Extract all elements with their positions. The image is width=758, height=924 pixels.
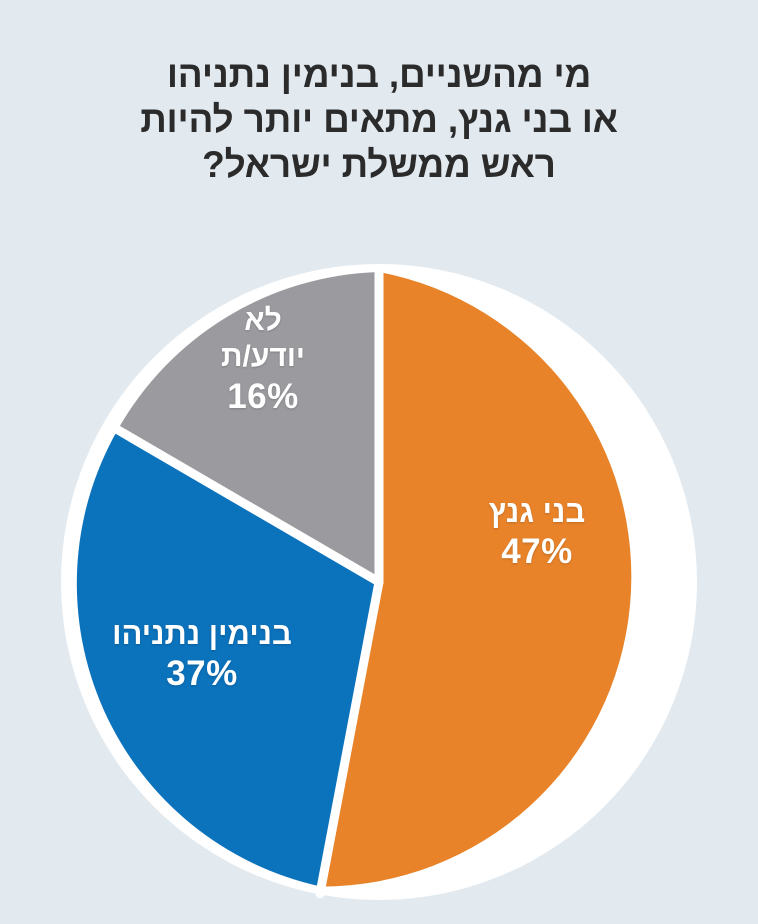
chart-title-line-2: או בני גנץ, מתאים יותר להיות xyxy=(140,99,618,140)
chart-title-line-1: מי מהשניים, בנימין נתניהו xyxy=(166,54,592,95)
pie-slice-netanyahu[interactable] xyxy=(76,430,380,887)
pie-separator-bottom xyxy=(315,577,384,899)
pie-chart: בני גנץ 47% בנימין נתניהו 37% לא יודע/ת … xyxy=(0,250,758,924)
pie-slice-ganz[interactable] xyxy=(321,272,632,887)
pie-chart-svg xyxy=(61,264,697,900)
pie-separators xyxy=(106,265,384,899)
pie-separator-left xyxy=(106,421,384,587)
chart-title-line-3: ראש ממשלת ישראל? xyxy=(202,144,556,185)
pie-slice-dontknow[interactable] xyxy=(117,272,379,582)
chart-title: מי מהשניים, בנימין נתניהו או בני גנץ, מת… xyxy=(0,52,758,187)
